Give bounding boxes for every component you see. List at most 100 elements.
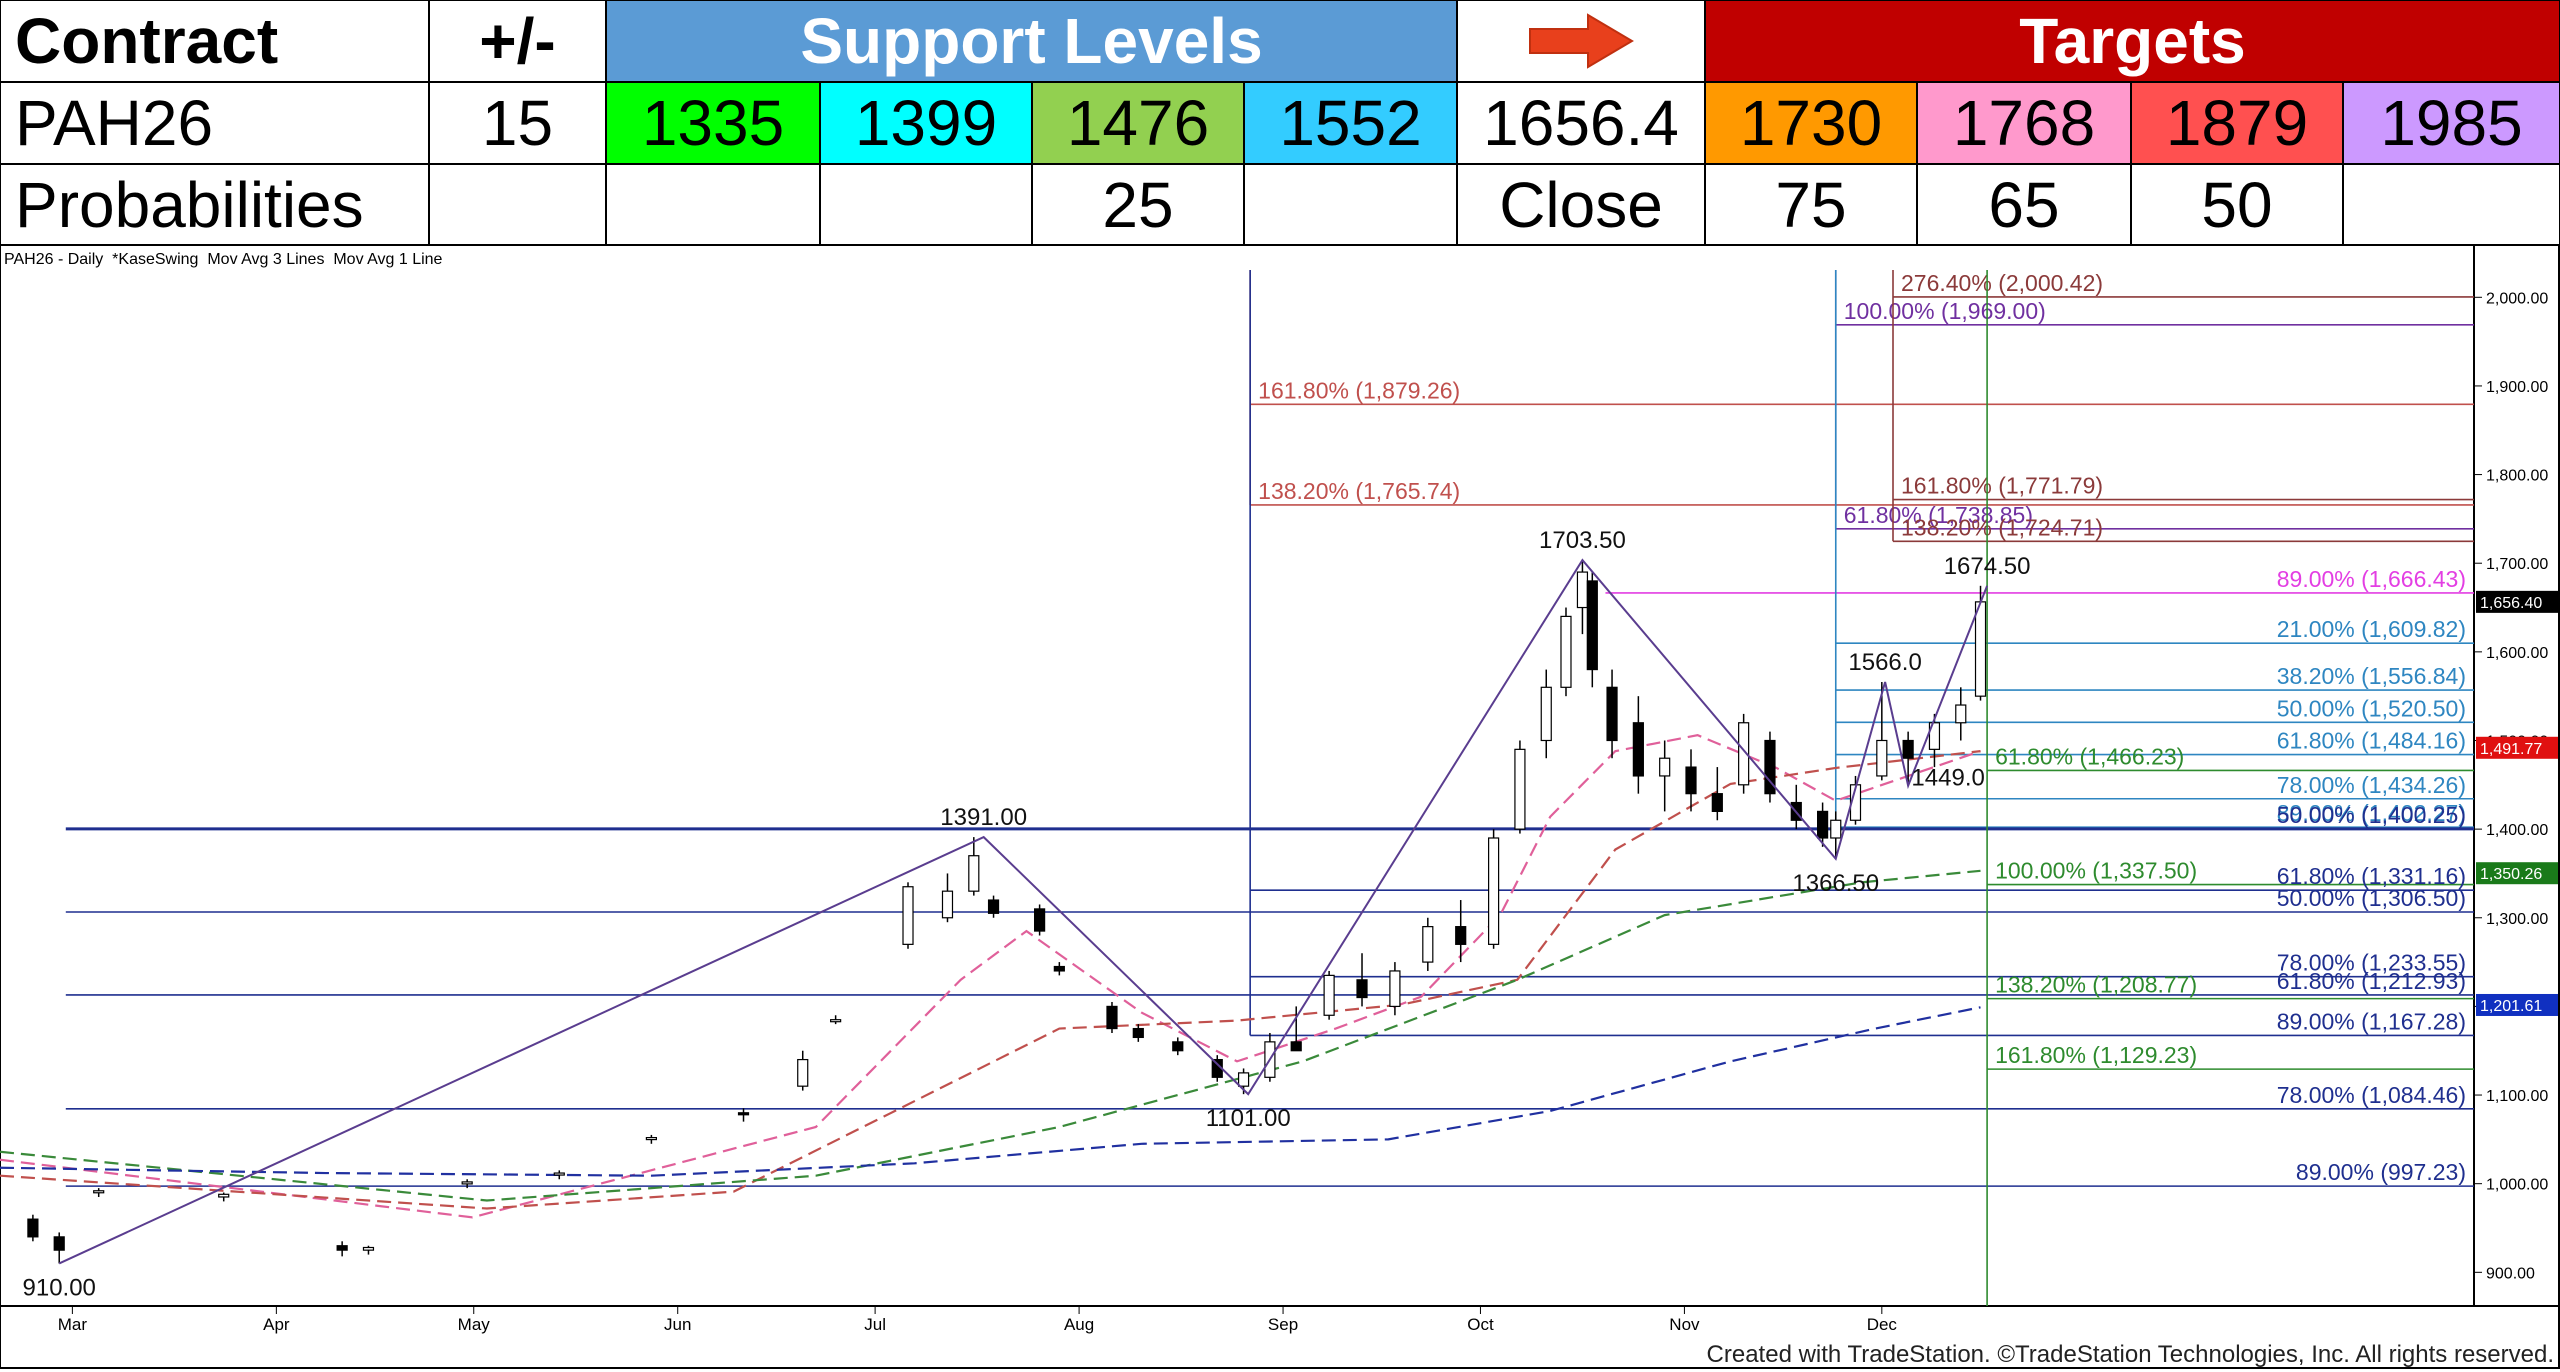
price-tag: [2476, 590, 2558, 613]
price-tag: [2476, 993, 2558, 1016]
candle-body: [1488, 837, 1500, 945]
candle-body: [1356, 979, 1368, 999]
table-cell: [429, 164, 606, 246]
chart-header: PAH26 - Daily *KaseSwing Mov Avg 3 Lines…: [4, 251, 443, 268]
table-cell: 1730: [1705, 82, 1917, 164]
table-cell: 1985: [2343, 82, 2560, 164]
y-tick-label: 1,000.00: [2486, 1177, 2548, 1194]
x-tick-label: Sep: [1268, 1315, 1298, 1334]
candle-body: [1576, 571, 1589, 609]
table-cell: 25: [1032, 164, 1244, 246]
table-cell: Support Levels: [606, 0, 1457, 82]
candle-body: [1955, 704, 1967, 724]
candle-body: [968, 855, 980, 892]
x-tick-label: Mar: [58, 1315, 88, 1334]
table-cell: 75: [1705, 164, 1917, 246]
candle-body: [218, 1193, 230, 1198]
candle-body: [1817, 810, 1829, 839]
table-cell: 1879: [2131, 82, 2343, 164]
candle-body: [461, 1181, 473, 1185]
fib-label: 50.00% (1,400.25): [2277, 802, 2466, 828]
table-cell: 1335: [606, 82, 820, 164]
fib-label: 21.00% (1,609.82): [2277, 616, 2466, 642]
candle-body: [27, 1218, 39, 1238]
candle-body: [797, 1058, 809, 1087]
y-tick-label: 1,600.00: [2486, 645, 2548, 662]
candle-body: [1237, 1072, 1250, 1087]
candle-body: [1606, 686, 1618, 742]
table-cell: Close: [1457, 164, 1705, 246]
fib-label: 276.40% (2,000.42): [1901, 270, 2103, 296]
fib-label: 161.80% (1,129.23): [1995, 1042, 2197, 1068]
x-tick-label: Aug: [1064, 1315, 1094, 1334]
table-cell: [820, 164, 1032, 246]
candle-body: [336, 1245, 348, 1251]
plot-frame: [0, 244, 2560, 1369]
swing-label: 1449.0: [1911, 765, 1984, 792]
swing-label: 1703.50: [1539, 527, 1626, 554]
price-tag-label: 1,201.61: [2480, 998, 2542, 1015]
swing-zigzag: [58, 558, 1989, 1265]
table-cell: 1656.4: [1457, 82, 1705, 164]
y-tick-label: 1,700.00: [2486, 556, 2548, 573]
moving-average: [0, 1006, 1981, 1177]
fib-label: 61.80% (1,331.16): [2277, 863, 2466, 889]
x-tick-label: Oct: [1467, 1315, 1494, 1334]
swing-label: 1391.00: [940, 804, 1027, 831]
y-tick-label: 1,400.00: [2486, 822, 2548, 839]
table-cell: PAH26: [0, 82, 429, 164]
fib-label: 161.80% (1,771.79): [1901, 473, 2103, 499]
fib-label: 61.80% (1,212.93): [2277, 968, 2466, 994]
price-tag-label: 1,491.77: [2480, 741, 2542, 758]
y-tick-label: 1,900.00: [2486, 379, 2548, 396]
candle-body: [1106, 1005, 1118, 1030]
x-tick-label: Jun: [664, 1315, 691, 1334]
x-tick-label: Nov: [1669, 1315, 1700, 1334]
table-cell: Targets: [1705, 0, 2560, 82]
candle-body: [1290, 1041, 1302, 1052]
candle-body: [1132, 1027, 1144, 1039]
footer: Created with TradeStation. ©TradeStation…: [1707, 1341, 2554, 1368]
candle-body: [1764, 739, 1776, 795]
candle-body: [93, 1190, 105, 1194]
candle-body: [53, 1236, 65, 1251]
candle-body: [1902, 739, 1914, 759]
moving-average: [0, 734, 1981, 1219]
y-tick-label: 2,000.00: [2486, 290, 2548, 307]
candle-body: [1659, 757, 1671, 777]
y-tick-label: 1,800.00: [2486, 468, 2548, 485]
price-tag: [2476, 862, 2558, 885]
x-tick-label: May: [458, 1315, 491, 1334]
table-cell: Contract: [0, 0, 429, 82]
candle-body: [1876, 739, 1888, 777]
fib-label: 138.20% (1,208.77): [1995, 972, 2197, 998]
table-cell: Probabilities: [0, 164, 429, 246]
fib-label: 50.00% (1,306.50): [2277, 885, 2466, 911]
x-tick-label: Jul: [864, 1315, 886, 1334]
candle-body: [1586, 580, 1598, 671]
fib-label: 78.00% (1,084.46): [2277, 1082, 2466, 1108]
fib-label: 89.00% (1,402.27): [2277, 800, 2466, 826]
candle-body: [1323, 974, 1335, 1016]
candle-body: [737, 1112, 750, 1116]
candle-body: [941, 890, 954, 919]
fib-label: 61.80% (1,484.16): [2277, 728, 2466, 754]
arrow-icon: [1529, 13, 1634, 69]
y-tick-label: 1,100.00: [2486, 1088, 2548, 1105]
fib-label: 50.00% (1,520.50): [2277, 695, 2466, 721]
candle-body: [1053, 965, 1065, 972]
table-cell: 1476: [1032, 82, 1244, 164]
fib-label: 138.20% (1,724.71): [1901, 514, 2103, 540]
table-cell: +/-: [429, 0, 606, 82]
fib-label: 89.00% (1,167.28): [2277, 1008, 2466, 1034]
fib-label: 78.00% (1,434.26): [2277, 772, 2466, 798]
candle-body: [1422, 926, 1434, 963]
table-cell: [606, 164, 820, 246]
price-tag: [2476, 736, 2558, 759]
candle-body: [1389, 970, 1401, 1008]
fib-label: 61.80% (1,738.85): [1844, 502, 2033, 528]
x-tick-label: Dec: [1867, 1315, 1898, 1334]
swing-label: 1566.0: [1848, 649, 1921, 676]
